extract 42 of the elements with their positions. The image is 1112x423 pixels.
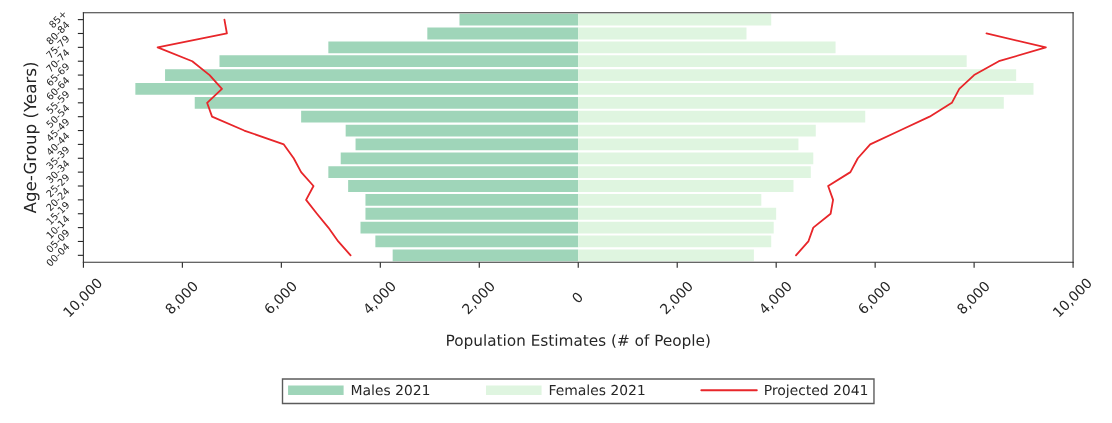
bar [578,41,836,54]
bar [365,207,579,220]
bar [578,13,772,26]
bar [427,27,579,40]
bar [578,207,777,220]
bar [375,235,579,248]
bar [578,152,814,165]
bar [578,221,774,234]
x-axis-title: Population Estimates (# of People) [447,334,710,349]
bar [578,180,794,192]
bar [578,235,772,248]
bar [578,110,866,123]
bar [578,96,1004,109]
bar [578,249,754,262]
legend-label: Males 2021 [351,384,430,396]
bar [194,96,579,109]
bar [392,249,579,262]
bar [578,69,1017,81]
y-axis-title: Age-Group (Years) [23,62,40,214]
bar [348,180,579,192]
bar [360,221,579,234]
bar [355,138,579,151]
bar [578,83,1034,95]
legend-label: Females 2021 [549,384,645,396]
bar [301,110,579,123]
bar [578,27,747,40]
bar [578,124,816,137]
bar [578,55,967,68]
x-tick-label: 0 [571,291,584,304]
bar [459,13,579,26]
bar [340,152,579,165]
bar [578,193,762,206]
legend-label: Projected 2041 [765,384,868,399]
bar [328,166,579,179]
bar [135,83,579,95]
bar [219,55,579,68]
bar [578,166,811,179]
bar [345,124,579,137]
bar [365,193,579,206]
bar [328,41,579,54]
bar [578,138,799,151]
bar [165,69,579,81]
